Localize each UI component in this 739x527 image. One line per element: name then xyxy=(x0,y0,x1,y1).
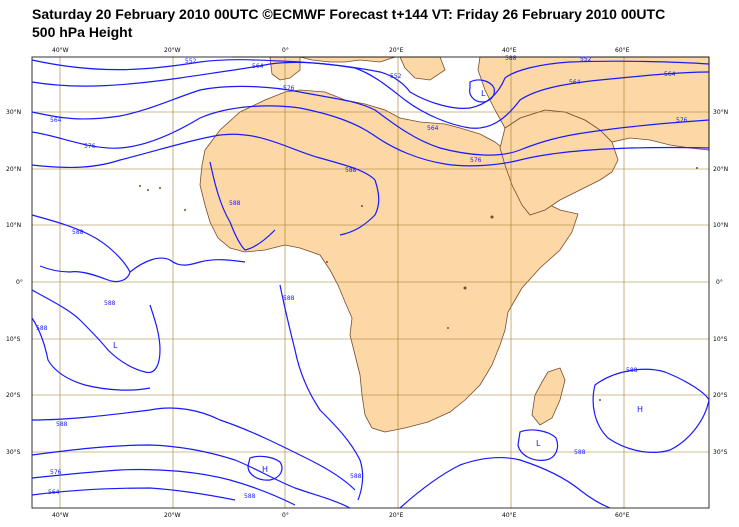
lon-tick: 0° xyxy=(282,47,289,54)
lon-tick: 20°E xyxy=(389,512,404,519)
contour-588-eq xyxy=(129,257,246,273)
lat-labels-right: 30°N 20°N 10°N 0° 10°S 20°S 30°S xyxy=(713,109,728,456)
lat-tick: 20°N xyxy=(6,166,21,173)
contour-label: 588 xyxy=(574,449,586,456)
lon-tick: 60°E xyxy=(615,47,630,54)
contour-576-north xyxy=(31,85,710,156)
asia-landmass xyxy=(477,56,710,151)
lon-tick: 20°W xyxy=(164,512,181,519)
contour-label: 576 xyxy=(84,143,96,150)
contour-h-south xyxy=(247,455,283,481)
lat-lon-grid xyxy=(32,57,709,508)
high-pressure-label: H xyxy=(637,405,643,414)
contour-label: 588 xyxy=(350,473,362,480)
contour-label: 576 xyxy=(470,157,482,164)
lon-tick: 40°E xyxy=(502,512,517,519)
contour-label: 588 xyxy=(229,200,241,207)
lat-tick: 30°S xyxy=(6,449,21,456)
contour-552-s xyxy=(31,487,236,501)
contour-l-north xyxy=(469,79,495,103)
contour-label: 588 xyxy=(56,421,68,428)
lat-tick: 30°N xyxy=(713,109,728,116)
madagascar-island xyxy=(531,367,566,426)
contour-label: 564 xyxy=(252,63,264,70)
contour-588-s1 xyxy=(31,407,356,491)
map-frame xyxy=(31,56,710,509)
lat-tick: 10°S xyxy=(6,336,21,343)
lon-labels-bottom: 40°W 20°W 0° 20°E 40°E 60°E xyxy=(52,512,630,519)
contour-label: 588 xyxy=(283,295,295,302)
contour-label: 552 xyxy=(390,73,402,80)
map-title: Saturday 20 February 2010 00UTC ©ECMWF F… xyxy=(32,6,666,22)
lon-tick: 40°E xyxy=(502,47,517,54)
contour-588-north xyxy=(31,133,380,236)
lat-tick: 20°S xyxy=(6,392,21,399)
contour-564-north xyxy=(31,61,710,129)
lon-tick: 0° xyxy=(282,512,289,519)
lat-tick: 0° xyxy=(716,279,723,286)
lon-tick: 20°W xyxy=(164,47,181,54)
lat-tick: 10°N xyxy=(6,222,21,229)
contour-576-s xyxy=(31,444,351,509)
contour-labels: 552 564 576 588 552 564 576 564 576 564 … xyxy=(36,55,688,500)
contour-label: 564 xyxy=(664,71,676,78)
contour-588-ea xyxy=(31,214,131,283)
low-pressure-label: L xyxy=(481,89,486,98)
contour-label: 564 xyxy=(50,117,62,124)
lat-tick: 10°N xyxy=(713,222,728,229)
contour-588-se xyxy=(399,456,611,509)
contour-label: 552 xyxy=(185,58,197,65)
europe-landmass xyxy=(232,56,396,63)
lat-tick: 0° xyxy=(16,279,23,286)
contour-label: 588 xyxy=(505,55,517,62)
low-pressure-label: L xyxy=(113,341,118,350)
contour-label: 576 xyxy=(50,469,62,476)
map-subtitle: 500 hPa Height xyxy=(32,24,133,40)
contour-label: 588 xyxy=(244,493,256,500)
contour-label: 576 xyxy=(283,85,295,92)
lon-tick: 40°W xyxy=(52,47,69,54)
pressure-centers: L L L H H xyxy=(113,89,643,474)
lat-tick: 20°N xyxy=(713,166,728,173)
lon-tick: 20°E xyxy=(389,47,404,54)
land-layer xyxy=(199,56,710,433)
islands xyxy=(139,167,698,401)
contour-588-south xyxy=(31,289,161,374)
contour-label: 564 xyxy=(427,125,439,132)
contour-552-north xyxy=(31,59,710,109)
lat-tick: 20°S xyxy=(713,392,728,399)
contour-label: 588 xyxy=(36,325,48,332)
height-contours xyxy=(31,59,710,509)
lon-tick: 40°W xyxy=(52,512,69,519)
high-pressure-label: H xyxy=(262,465,268,474)
contour-l-east xyxy=(517,429,559,461)
lat-tick: 10°S xyxy=(713,336,728,343)
contour-label: 576 xyxy=(676,117,688,124)
contour-label: 588 xyxy=(626,367,638,374)
lon-tick: 60°E xyxy=(615,512,630,519)
contour-label: 552 xyxy=(580,56,592,63)
balkans-landmass xyxy=(399,56,446,81)
contour-label: 588 xyxy=(345,167,357,174)
contour-label: 588 xyxy=(72,229,84,236)
africa-landmass xyxy=(199,89,579,433)
lon-labels-top: 40°W 20°W 0° 20°E 40°E 60°E xyxy=(52,47,630,54)
contour-label: 588 xyxy=(104,300,116,307)
low-pressure-label: L xyxy=(536,439,541,448)
contour-576-mid xyxy=(31,105,710,167)
contour-564-s xyxy=(31,468,296,506)
lat-tick: 30°N xyxy=(6,109,21,116)
lat-tick: 30°S xyxy=(713,449,728,456)
lat-labels-left: 30°N 20°N 10°N 0° 10°S 20°S 30°S xyxy=(6,109,23,456)
contour-588-atl xyxy=(279,284,364,501)
contour-label: 564 xyxy=(569,79,581,86)
contour-label: 564 xyxy=(48,489,60,496)
contour-h-east xyxy=(592,368,710,453)
contour-588-south-b xyxy=(31,317,151,391)
contour-588-africa xyxy=(209,161,276,251)
